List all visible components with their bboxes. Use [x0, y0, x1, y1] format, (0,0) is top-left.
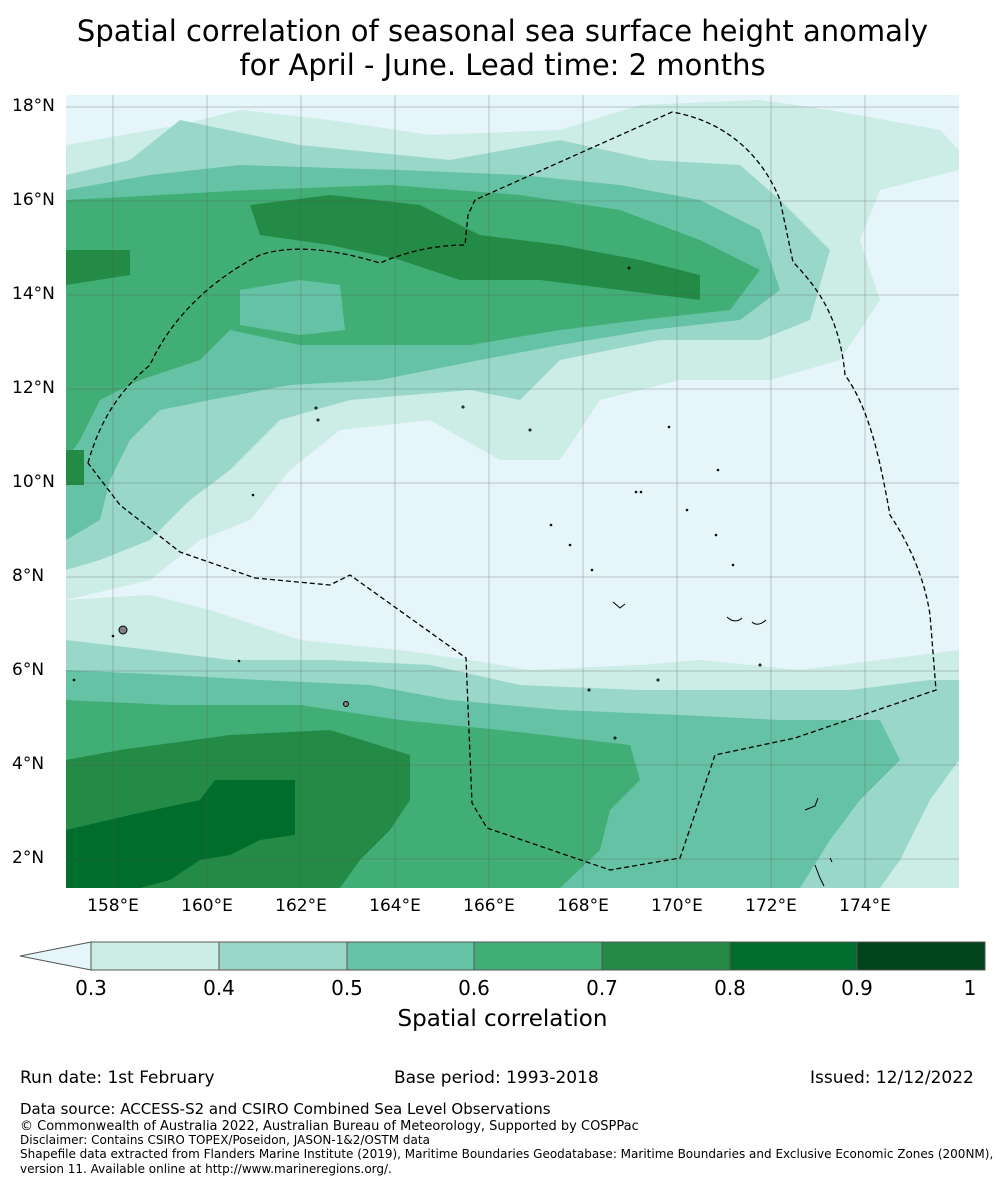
band-0.7-0.8-west [66, 250, 130, 285]
band-0.5-0.6-inner [240, 280, 345, 335]
lat-label-18n: 18°N [12, 96, 55, 116]
colorbar [19, 941, 986, 971]
shapefile-credit-1: Shapefile data extracted from Flanders M… [20, 1147, 994, 1161]
lat-label-14n: 14°N [12, 284, 55, 304]
colorbar-bin-0.3-0.4 [91, 942, 219, 970]
colorbar-tick-0.5: 0.5 [331, 976, 363, 1000]
colorbar-tick-0.9: 0.9 [841, 976, 873, 1000]
correlation-fields [66, 100, 959, 888]
lat-label-4n: 4°N [12, 754, 45, 774]
colorbar-tick-0.6: 0.6 [458, 976, 490, 1000]
base-period: Base period: 1993-2018 [394, 1068, 599, 1088]
colorbar-extend-below [19, 941, 92, 971]
colorbar-tick-0.7: 0.7 [586, 976, 618, 1000]
lat-label-16n: 16°N [12, 190, 55, 210]
colorbar-bin-0.8-0.9 [730, 942, 857, 970]
issued-date: Issued: 12/12/2022 [810, 1068, 974, 1088]
lon-label-162e: 162°E [275, 896, 327, 916]
title-line-2: for April - June. Lead time: 2 months [239, 48, 766, 82]
band-0.7-0.8-west2 [66, 450, 84, 485]
islands [72, 266, 833, 887]
copyright: © Commonwealth of Australia 2022, Austra… [20, 1119, 639, 1134]
colorbar-tick-0.8: 0.8 [714, 976, 746, 1000]
shapefile-credit-2: version 11. Available online at http://w… [20, 1162, 392, 1176]
colorbar-title: Spatial correlation [397, 1006, 608, 1032]
colorbar-bin-0.5-0.6 [347, 942, 474, 970]
title-line-1: Spatial correlation of seasonal sea surf… [76, 14, 929, 48]
colorbar-bin-0.4-0.5 [219, 942, 347, 970]
colorbar-tick-0.4: 0.4 [203, 976, 235, 1000]
colorbar-bin-0.9-1 [857, 942, 985, 970]
eez-boundary [87, 111, 937, 871]
lon-label-174e: 174°E [839, 896, 891, 916]
lon-label-166e: 166°E [463, 896, 515, 916]
colorbar-tick-0.3: 0.3 [75, 976, 107, 1000]
colorbar-bin-0.6-0.7 [474, 942, 602, 970]
colorbar-bin-0.7-0.8 [602, 942, 730, 970]
gridlines [66, 95, 959, 888]
colorbar-outline [90, 941, 986, 971]
lat-label-12n: 12°N [12, 378, 55, 398]
lat-label-8n: 8°N [12, 566, 45, 586]
data-source: Data source: ACCESS-S2 and CSIRO Combine… [20, 1100, 551, 1118]
lon-label-172e: 172°E [745, 896, 797, 916]
band-0.7-0.8-north [250, 195, 700, 300]
lat-label-6n: 6°N [12, 660, 45, 680]
lon-label-170e: 170°E [651, 896, 703, 916]
colorbar-tick-1: 1 [963, 976, 977, 1000]
band-0.8-0.9-south [66, 780, 295, 888]
lat-label-2n: 2°N [12, 848, 45, 868]
chart-title: Spatial correlation of seasonal sea surf… [0, 14, 1005, 82]
lon-label-164e: 164°E [369, 896, 421, 916]
run-date: Run date: 1st February [20, 1068, 215, 1088]
disclaimer: Disclaimer: Contains CSIRO TOPEX/Poseido… [20, 1133, 430, 1147]
lat-label-10n: 10°N [12, 472, 55, 492]
lon-label-168e: 168°E [557, 896, 609, 916]
lon-label-158e: 158°E [87, 896, 139, 916]
lon-label-160e: 160°E [181, 896, 233, 916]
